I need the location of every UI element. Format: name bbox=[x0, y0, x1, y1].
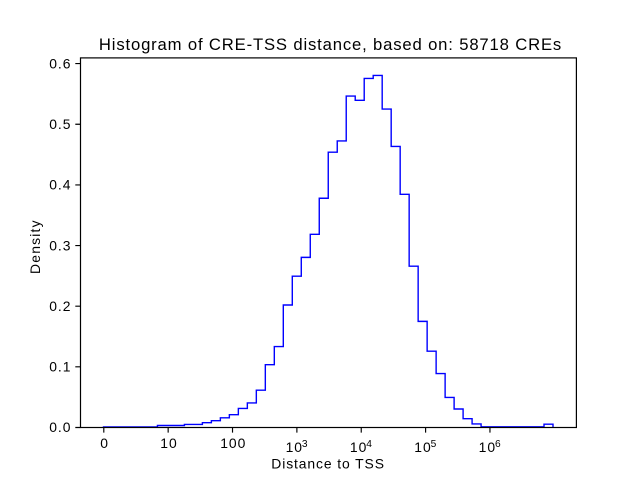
svg-text:0.6: 0.6 bbox=[49, 55, 71, 71]
svg-text:0.2: 0.2 bbox=[49, 298, 71, 314]
svg-text:10: 10 bbox=[286, 439, 303, 455]
svg-text:100: 100 bbox=[220, 435, 246, 451]
svg-text:10: 10 bbox=[160, 435, 177, 451]
svg-text:3: 3 bbox=[302, 439, 308, 450]
svg-text:Distance to TSS: Distance to TSS bbox=[271, 456, 385, 472]
svg-text:0: 0 bbox=[100, 435, 108, 451]
svg-text:4: 4 bbox=[366, 439, 372, 450]
svg-text:0.0: 0.0 bbox=[49, 419, 71, 435]
svg-text:5: 5 bbox=[431, 439, 437, 450]
svg-text:10: 10 bbox=[414, 439, 431, 455]
svg-text:10: 10 bbox=[350, 439, 367, 455]
svg-text:Density: Density bbox=[27, 219, 43, 274]
svg-text:0.1: 0.1 bbox=[49, 359, 71, 375]
svg-text:0.5: 0.5 bbox=[49, 116, 71, 132]
svg-text:Histogram of CRE-TSS distance,: Histogram of CRE-TSS distance, based on:… bbox=[99, 35, 562, 54]
svg-text:0.3: 0.3 bbox=[49, 237, 71, 253]
svg-text:10: 10 bbox=[479, 439, 496, 455]
svg-text:6: 6 bbox=[495, 439, 501, 450]
svg-text:0.4: 0.4 bbox=[49, 177, 71, 193]
